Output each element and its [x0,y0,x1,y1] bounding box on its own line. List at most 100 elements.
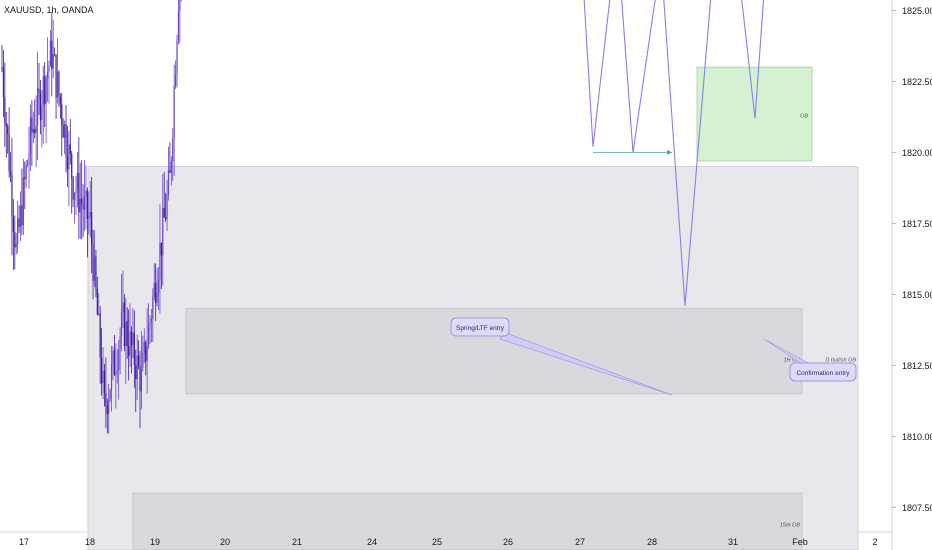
candle-body [12,216,14,233]
candle-body [61,104,63,125]
candle-body [73,193,76,200]
symbol-title[interactable]: XAUUSD, 1h, OANDA [4,5,94,15]
price-tick-label: 1817.500 [902,219,932,229]
candle-body [28,153,30,164]
time-tick-label: 20 [220,537,230,547]
candle-body [179,0,181,11]
candle-body [15,243,17,248]
candle-body [5,123,7,127]
candle-body [54,54,56,56]
candle-body [31,117,33,133]
candle-body [8,133,10,172]
candle-body [76,172,79,191]
candle-body [35,125,37,134]
candle-body [65,124,67,156]
candle-body [24,177,26,179]
candle-body [103,371,106,393]
price-tick-label: 1810.000 [902,432,932,442]
candle-body [153,282,155,297]
candle-body [163,208,165,218]
candle-body [46,72,49,79]
candle-body [62,124,64,138]
candle-body [21,205,23,226]
candle-body [113,350,116,375]
candle-body [22,177,24,226]
bullish-ob-label: D bullish OB [825,358,856,364]
candle-body [172,138,174,162]
candle-body [72,178,74,200]
candle-body [11,175,13,217]
candle-body [106,405,108,414]
time-tick-label: 27 [575,537,585,547]
candle-body [95,256,97,290]
time-tick-label: 28 [647,537,657,547]
candle-body [82,203,84,210]
candle-body [160,242,162,256]
candle-body [173,85,175,139]
candle-body [56,72,59,98]
candle-body [166,194,168,220]
candle-body [150,318,153,322]
candle-body [18,218,20,227]
candle-body [139,365,141,392]
candle-body [115,372,117,375]
candle-body [125,321,127,346]
candle-body [7,126,9,134]
time-tick-label: 31 [728,537,738,547]
candle-body [48,65,50,73]
time-tick-label: 19 [150,537,160,547]
candle-body [55,55,57,98]
time-tick-label: 24 [367,537,377,547]
candle-body [122,302,124,312]
price-axis[interactable]: 1807.500 1810.000 1812.500 1815.000 1817.500… [892,0,932,513]
candle-body [36,88,39,126]
candle-body [17,218,19,244]
candle-body [174,74,177,86]
candle-body [157,279,160,293]
candle-body [123,302,125,346]
ob-15m-label: 15m OB [780,522,801,528]
confirmation-callout [789,362,857,382]
time-tick-label: 25 [432,537,442,547]
ob-15m-zone [132,492,803,550]
candle-body [162,208,164,256]
candle-body [1,67,3,69]
candle-body [170,161,172,173]
zones [87,66,859,550]
price-tick-label: 1822.500 [902,77,932,87]
time-axis[interactable]: 17 18 19 20 21 24 25 26 27 28 31 Feb 2 [19,537,878,547]
candle-body [9,171,12,176]
candle-body [29,117,32,154]
candle-body [41,105,43,121]
candle-body [92,244,94,281]
candle-body [110,364,113,390]
candle-body [45,78,47,104]
candle-body [78,172,80,213]
candle-body [149,321,151,325]
candle-body [98,313,100,315]
ob-label: OB [800,113,808,119]
candle-body [79,198,81,213]
candle-body [81,198,83,204]
candle-body [142,353,144,369]
candle-body [152,296,154,319]
spring-callout-text: Spring/LTF entry [456,325,505,332]
time-tick-label: 21 [292,537,302,547]
candle-body [101,357,103,384]
candle-body [132,332,134,346]
price-tick-label: 1820.000 [902,148,932,158]
candle-body [86,190,88,220]
candle-body [167,170,170,195]
candle-body [143,342,145,354]
candle-body [75,190,77,194]
candle-body [176,40,178,75]
ob-1h-label: 1H OB [783,358,800,364]
candle-body [89,212,91,218]
candle-body [102,371,104,384]
time-tick-label: Feb [792,537,808,547]
candle-body [93,256,96,281]
candle-body [169,170,171,173]
